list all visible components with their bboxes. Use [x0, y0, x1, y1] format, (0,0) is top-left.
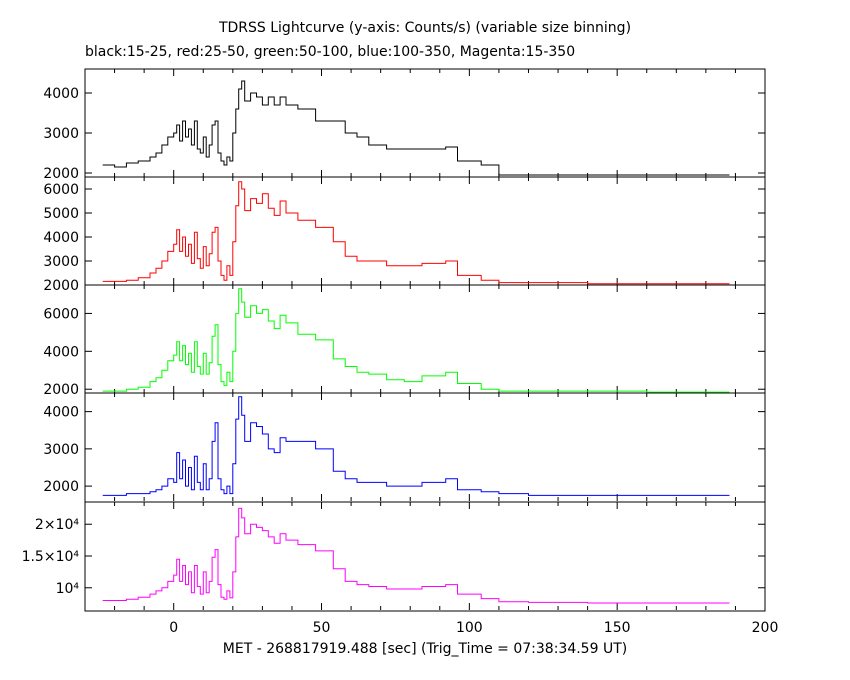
- y-tick-label: 2000: [43, 382, 79, 398]
- x-tick-label: 150: [604, 620, 631, 636]
- plot-frame: [84, 68, 766, 612]
- series-line-2: [102, 181, 730, 285]
- series-line-5: [102, 507, 730, 604]
- x-axis-label: MET - 268817919.488 [sec] (Trig_Time = 0…: [222, 641, 628, 657]
- y-tick-label: 3000: [43, 126, 79, 142]
- y-tick-label: 4000: [43, 86, 79, 102]
- series-line-3: [102, 288, 730, 393]
- y-tick-label: 2000: [43, 278, 79, 294]
- y-tick-label: 4000: [43, 405, 79, 421]
- chart-subtitle: black:15-25, red:25-50, green:50-100, bl…: [85, 44, 576, 60]
- chart-title: TDRSS Lightcurve (y-axis: Counts/s) (var…: [218, 20, 632, 36]
- y-tick-label: 2000: [43, 166, 79, 182]
- x-tick-label: 100: [456, 620, 483, 636]
- x-tick-label: 50: [313, 620, 331, 636]
- y-tick-label: 10⁴: [56, 581, 80, 597]
- y-tick-label: 6000: [43, 182, 79, 198]
- series-line-1: [102, 80, 730, 176]
- y-tick-label: 5000: [43, 206, 79, 222]
- y-tick-label: 4000: [43, 344, 79, 360]
- y-tick-label: 3000: [43, 254, 79, 270]
- y-tick-label: 1.5×10⁴: [22, 549, 80, 565]
- x-tick-label: 200: [752, 620, 779, 636]
- x-tick-label: 0: [169, 620, 178, 636]
- y-tick-label: 2×10⁴: [35, 517, 79, 533]
- series-line-4: [102, 396, 730, 496]
- y-tick-label: 4000: [43, 230, 79, 246]
- y-tick-label: 6000: [43, 306, 79, 322]
- y-tick-label: 3000: [43, 442, 79, 458]
- y-tick-label: 2000: [43, 479, 79, 495]
